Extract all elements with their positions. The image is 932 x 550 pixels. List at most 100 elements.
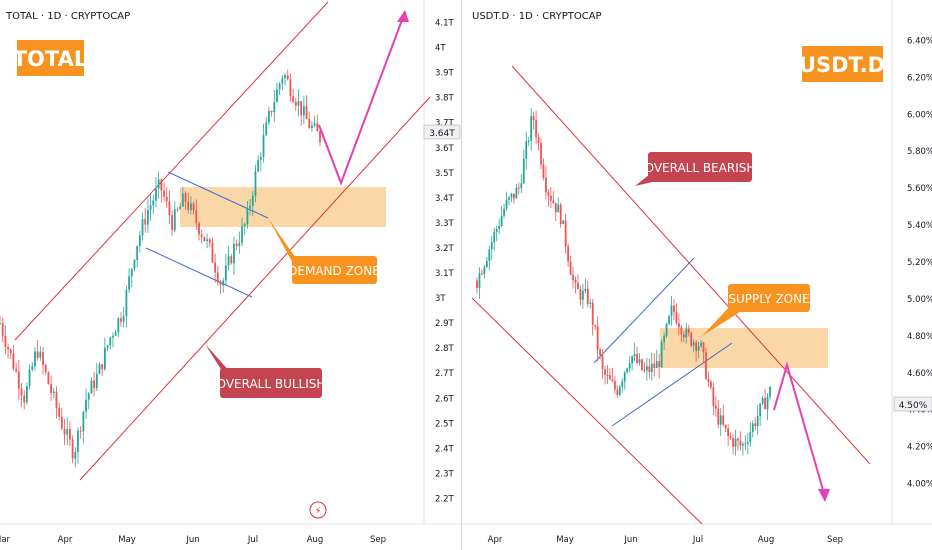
- candle-body: [559, 204, 562, 224]
- lightning-icon: [309, 501, 327, 519]
- candle-body: [586, 288, 589, 304]
- candle-body: [520, 183, 523, 189]
- channel-upper-line: [14, 1, 329, 341]
- candle-body: [579, 289, 582, 300]
- candle-body: [163, 190, 165, 197]
- total-chart[interactable]: 4.1T 4T 3.9T 3.8T 3.7T 3.6T 3.5T 3.4T 3.3T 3.2T 3.…: [0, 0, 461, 550]
- demand-zone-box: [180, 187, 386, 227]
- candle-body: [545, 177, 547, 193]
- candle-body: [259, 156, 262, 160]
- candle-body: [488, 249, 491, 261]
- candle-body: [98, 364, 101, 374]
- candle-body: [655, 361, 658, 368]
- y-tick-label: 3.1T: [435, 269, 455, 279]
- candle-body: [74, 451, 77, 459]
- candle-body: [109, 337, 112, 346]
- candle-body: [12, 353, 15, 369]
- candle-body: [581, 290, 584, 300]
- candle-body: [569, 261, 572, 275]
- candle-body: [665, 323, 668, 336]
- candle-body: [707, 378, 710, 382]
- price-candles: [0, 69, 321, 468]
- candle-body: [198, 223, 200, 235]
- channel-upper-line: [511, 65, 871, 465]
- candle-body: [270, 110, 273, 113]
- candle-body: [286, 75, 289, 80]
- candle-body: [754, 423, 757, 427]
- candle-body: [648, 366, 651, 372]
- candle-body: [82, 411, 85, 432]
- candle-body: [594, 324, 597, 327]
- supply-zone-box: [660, 328, 828, 368]
- candle-body: [184, 193, 187, 202]
- candle-body: [222, 280, 225, 286]
- x-tick-label: Aug: [758, 535, 775, 545]
- candle-body: [278, 83, 281, 90]
- candle-body: [641, 359, 643, 370]
- lightning-icon-glyph: ⚡: [314, 506, 321, 517]
- x-tick-label: Jul: [247, 535, 258, 545]
- x-tick-label: Apr: [488, 535, 503, 545]
- candle-body: [292, 96, 295, 102]
- candle-body: [311, 125, 313, 128]
- candle-body: [628, 363, 631, 369]
- candle-body: [171, 215, 174, 231]
- candle-body: [505, 199, 508, 209]
- candle-body: [181, 193, 184, 207]
- candle-body: [155, 188, 157, 201]
- candle-body: [710, 381, 712, 388]
- candle-body: [503, 208, 505, 216]
- supply-zone-pointer: [702, 304, 740, 336]
- x-tick-label: Jul: [692, 535, 703, 545]
- candle-body: [682, 334, 685, 338]
- candle-body: [302, 106, 305, 116]
- candle-body: [631, 356, 634, 364]
- candle-body: [729, 436, 732, 438]
- candle-body: [0, 323, 1, 325]
- usdt-dominance-chart[interactable]: 6.40% 6.20% 6.00% 5.80% 5.60% 5.40% 5.20% 5.00%…: [462, 0, 932, 550]
- candle-body: [85, 399, 87, 412]
- candle-body: [230, 256, 233, 264]
- candle-body: [483, 266, 486, 275]
- candle-body: [4, 335, 7, 347]
- candle-body: [251, 195, 254, 206]
- x-tick-label: Jun: [623, 535, 637, 545]
- candle-body: [525, 141, 528, 159]
- candle-body: [219, 282, 222, 286]
- y-axis-ticks: 6.40% 6.20% 6.00% 5.80% 5.60% 5.40% 5.20% 5.00%…: [907, 36, 932, 489]
- candle-body: [246, 208, 249, 225]
- candle-body: [190, 203, 192, 210]
- candle-body: [737, 438, 739, 441]
- candle-body: [319, 131, 321, 143]
- candle-body: [17, 371, 20, 389]
- y-tick-label: 2.3T: [435, 469, 455, 479]
- candle-body: [152, 200, 155, 206]
- flag-lower-line: [611, 342, 733, 427]
- candle-body: [714, 405, 717, 409]
- candle-body: [114, 332, 117, 336]
- candle-body: [500, 215, 503, 226]
- candle-body: [478, 273, 481, 288]
- candle-body: [9, 349, 12, 354]
- candle-body: [254, 171, 257, 196]
- candle-body: [52, 391, 55, 393]
- candle-body: [606, 374, 609, 376]
- candle-body: [71, 439, 74, 459]
- candle-body: [613, 380, 616, 390]
- candle-body: [313, 123, 316, 126]
- y-axis-ticks: 4.1T 4T 3.9T 3.8T 3.7T 3.6T 3.5T 3.4T 3.3T 3.2T 3.…: [435, 19, 455, 505]
- supply-zone-tag: [728, 284, 810, 312]
- candle-body: [690, 333, 693, 346]
- price-candles: [476, 108, 771, 456]
- candle-body: [700, 342, 702, 347]
- flag-upper-line: [167, 171, 269, 219]
- candle-body: [609, 375, 611, 380]
- candle-body: [95, 373, 98, 389]
- candle-body: [724, 424, 727, 429]
- y-tick-label: 2.8T: [435, 344, 455, 354]
- candle-body: [513, 193, 515, 199]
- candle-body: [157, 179, 160, 189]
- candle-body: [567, 246, 570, 262]
- projection-arrowhead: [397, 10, 409, 22]
- candle-body: [643, 369, 646, 371]
